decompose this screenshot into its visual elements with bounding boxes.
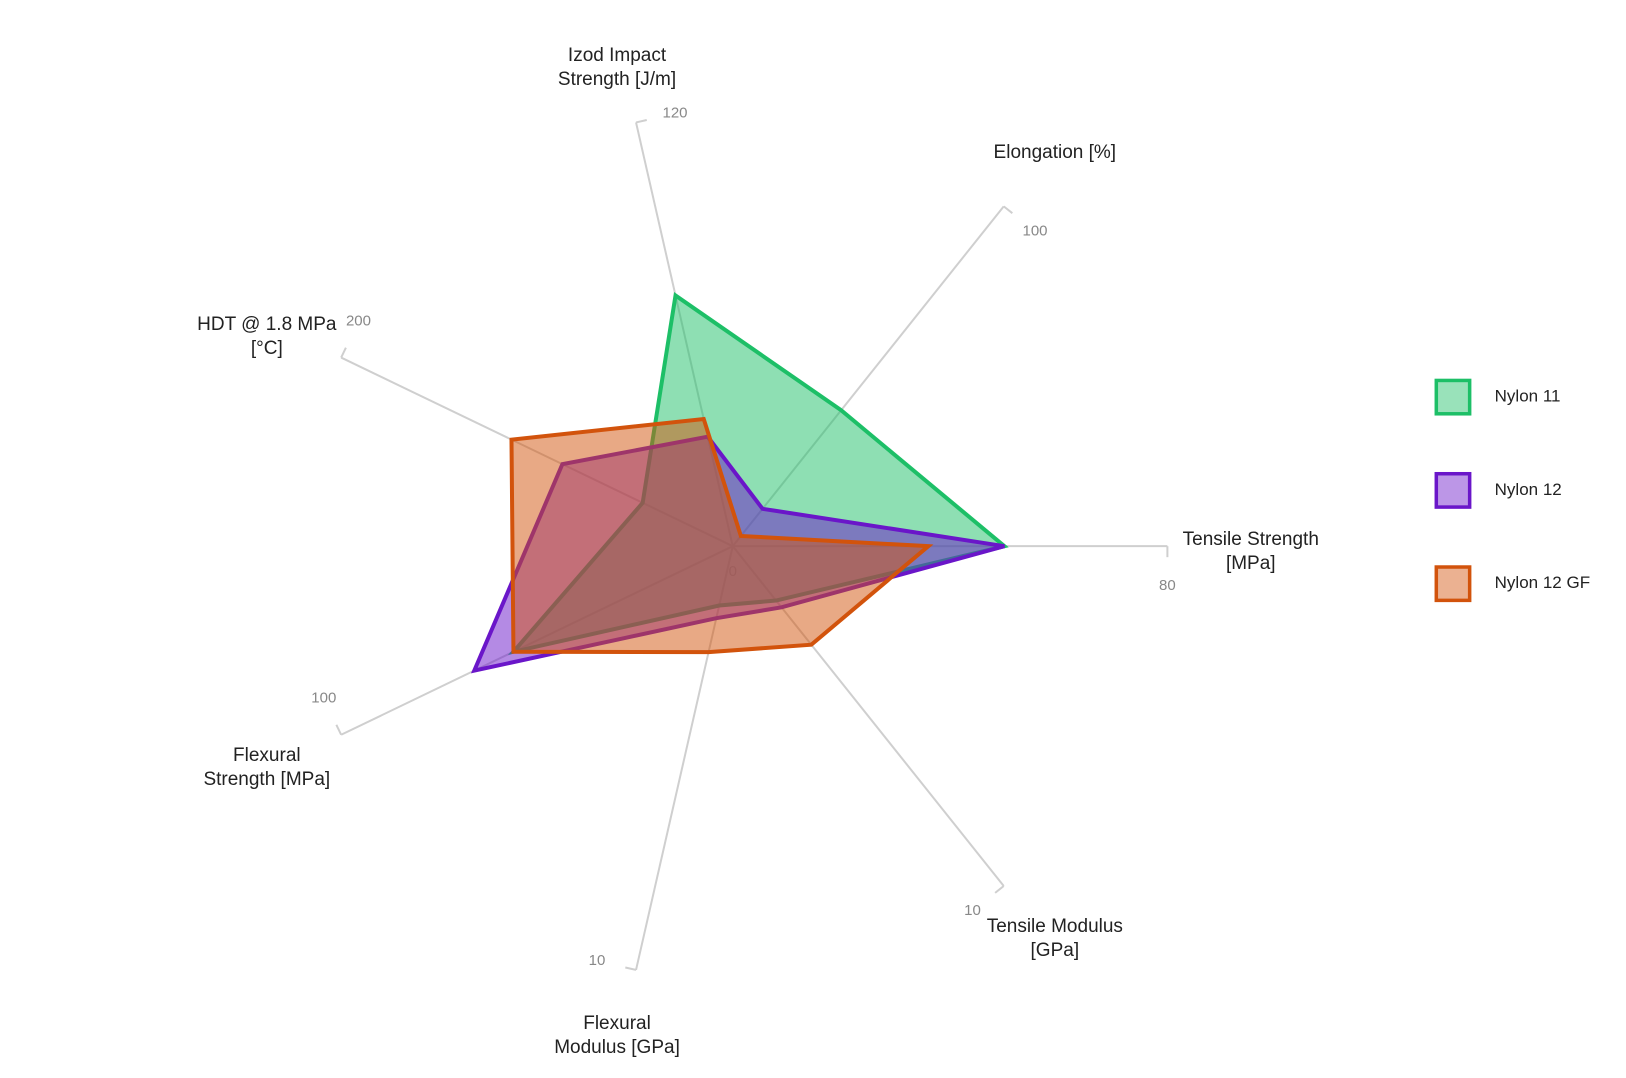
- axis-label-box: HDT @ 1.8 MPa [°C]: [197, 313, 337, 359]
- axis-max-label: 80: [1159, 577, 1176, 594]
- legend-label: Nylon 12 GF: [1495, 573, 1590, 592]
- axis-label: Tensile Strength [MPa]: [1182, 529, 1319, 575]
- axis-label-box: Izod Impact Strength [J/m]: [557, 44, 677, 90]
- axis-max-label: 100: [311, 690, 336, 707]
- axis-tick: [625, 966, 637, 971]
- axis-max-label: 120: [663, 104, 688, 121]
- axis-max-label: 10: [964, 902, 981, 919]
- legend-swatch: [1434, 565, 1472, 603]
- axis-tick: [1003, 205, 1013, 214]
- axis-label: Tensile Modulus [GPa]: [986, 916, 1123, 962]
- axis-label-box: Elongation [%]: [993, 142, 1117, 164]
- axis-label-box: Flexural Strength [MPa]: [203, 745, 331, 791]
- axis-label: HDT @ 1.8 MPa [°C]: [197, 313, 337, 359]
- axis-max-label: 100: [1022, 222, 1047, 239]
- axis-tick: [340, 347, 347, 359]
- legend-label: Nylon 11: [1495, 387, 1561, 406]
- axis-label: Elongation [%]: [993, 142, 1117, 164]
- axis-tick: [635, 119, 647, 124]
- axis-label: Izod Impact Strength [J/m]: [557, 44, 677, 90]
- legend-label: Nylon 12: [1495, 480, 1562, 499]
- axis-max-label: 200: [346, 313, 371, 330]
- legend-swatch: [1434, 378, 1472, 416]
- legend-swatch: [1434, 471, 1472, 509]
- axis-label-box: Flexural Modulus [GPa]: [554, 1013, 680, 1059]
- axis-tick: [335, 724, 343, 736]
- axis-label: Flexural Modulus [GPa]: [554, 1013, 680, 1059]
- series-area: [509, 416, 934, 655]
- axis-max-label: 10: [589, 952, 606, 969]
- axis-label-box: Tensile Modulus [GPa]: [986, 916, 1123, 962]
- axis-label: Flexural Strength [MPa]: [203, 745, 331, 791]
- axis-tick: [994, 885, 1005, 894]
- axis-label-box: Tensile Strength [MPa]: [1182, 529, 1319, 575]
